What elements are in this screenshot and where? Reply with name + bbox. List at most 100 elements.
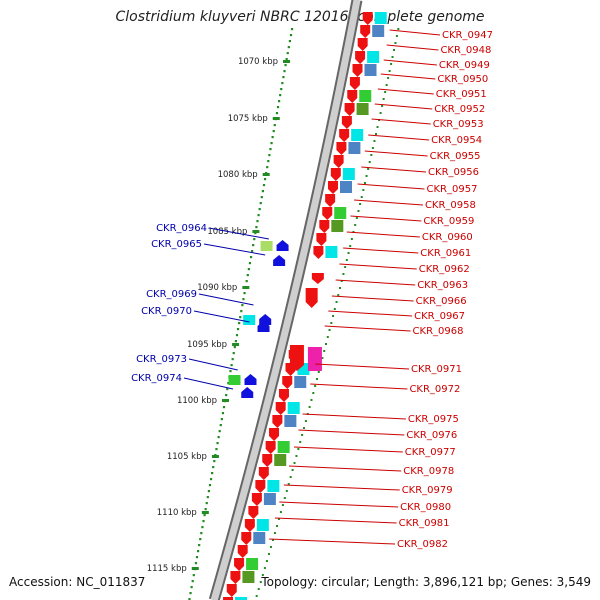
track-dot (267, 553, 270, 555)
track-dot (362, 189, 365, 191)
gene-arrow-minus (313, 246, 324, 259)
gene-arrow-minus (330, 168, 341, 181)
gene-arrow-minus (258, 467, 269, 480)
gene-arrow-minus (327, 181, 338, 194)
track-dot (255, 595, 258, 597)
gene-arrow-plus (244, 374, 257, 385)
scale-dot (246, 274, 249, 277)
gene-product-box (253, 532, 266, 544)
gene-label-leader (269, 538, 396, 545)
scale-dot (280, 88, 283, 91)
scale-dot (282, 76, 285, 79)
scale-dot (289, 34, 293, 37)
track-dot (360, 196, 363, 198)
gene-label-leader (339, 263, 417, 270)
track-dot (365, 175, 368, 177)
gene-label-leader (357, 183, 425, 190)
track-dot (345, 259, 348, 261)
gene-product-box (274, 454, 287, 466)
gene-product-box (356, 103, 369, 115)
gene-label-leader (203, 243, 266, 256)
gene-arrow-minus (262, 454, 273, 467)
scale-dot (278, 100, 281, 103)
gene-arrow-minus (248, 506, 259, 519)
scale-dot (215, 448, 218, 451)
gene-product-box (246, 558, 259, 570)
scale-dot (273, 124, 276, 127)
track-dot (323, 350, 326, 352)
gene-product-box (307, 347, 322, 371)
scale-dot (288, 40, 291, 43)
scale-dot (283, 70, 286, 73)
track-dot (384, 91, 387, 93)
gene-label-minus: CKR_0948 (440, 45, 491, 56)
track-dot (385, 84, 388, 86)
gene-arrow-minus (341, 116, 352, 129)
scale-tick-label: 1110 kbp (157, 508, 197, 518)
track-dot (394, 42, 397, 44)
scale-dot (221, 412, 225, 415)
track-dot (371, 147, 374, 149)
gene-arrow-minus (223, 597, 234, 600)
gene-label-minus: CKR_0958 (425, 200, 476, 211)
gene-product-box (372, 25, 385, 37)
gene-label-minus: CKR_0950 (437, 74, 488, 85)
gene-product-box (367, 51, 380, 63)
scale-dot (271, 136, 274, 139)
track-dot (315, 378, 318, 380)
gene-product-box (260, 241, 273, 251)
track-dot (368, 161, 371, 163)
gene-label-leader (335, 279, 416, 286)
track-dot (347, 252, 350, 254)
gene-label-leader (274, 517, 397, 524)
scale-dot (241, 304, 244, 307)
scale-dot (225, 394, 228, 397)
scale-dot (258, 208, 261, 211)
gene-arrow-minus (272, 415, 283, 428)
gene-arrow-minus (251, 493, 262, 506)
gene-product-box (235, 597, 248, 600)
scale-dot (201, 526, 204, 529)
track-dot (297, 448, 300, 450)
scale-dot (209, 478, 213, 481)
scale-dot (229, 370, 232, 373)
gene-label-leader (193, 310, 250, 323)
gene-label-leader (298, 429, 405, 436)
scale-ticks: 1070 kbp 1075 kbp 1080 kbp 1085 kbp 1090 kbp… (147, 57, 291, 574)
gene-label-leader (364, 150, 428, 157)
scale-dot (219, 424, 222, 427)
scale-dot (233, 346, 236, 349)
scale-dot (262, 184, 266, 187)
scale-tick-label: 1070 kbp (238, 57, 278, 67)
gene-label-leader (293, 446, 403, 453)
gene-arrow-minus (322, 207, 333, 220)
track-dot (273, 532, 276, 534)
scale-dot (234, 340, 237, 343)
gene-arrow-plus (241, 387, 254, 398)
track-dot (321, 357, 324, 359)
gene-label-minus: CKR_0961 (420, 248, 471, 259)
scale-dot (202, 520, 205, 523)
scale-dot (218, 430, 221, 433)
gene-label-minus: CKR_0972 (409, 384, 460, 395)
track-dot (397, 28, 400, 30)
scale-dot (197, 550, 200, 553)
scale-dot (255, 226, 258, 229)
gene-label-leader (374, 103, 433, 110)
gene-label-minus: CKR_0947 (442, 30, 493, 41)
gene-label-minus: CKR_0966 (416, 296, 467, 307)
scale-tick (272, 117, 280, 120)
gene-label-plus: CKR_0970 (141, 306, 192, 317)
gene-label-leader (283, 484, 400, 491)
gene-product-box (242, 571, 255, 583)
gene-arrow-minus (344, 103, 355, 116)
scale-dot (287, 46, 290, 49)
scale-dot (212, 466, 215, 469)
track-dot (326, 336, 329, 338)
track-dot (314, 385, 317, 387)
gene-product-box (228, 375, 241, 385)
track-dot (393, 49, 396, 51)
gene-label-leader (328, 310, 413, 317)
scale-dot (235, 334, 239, 337)
track-dot (261, 574, 264, 576)
